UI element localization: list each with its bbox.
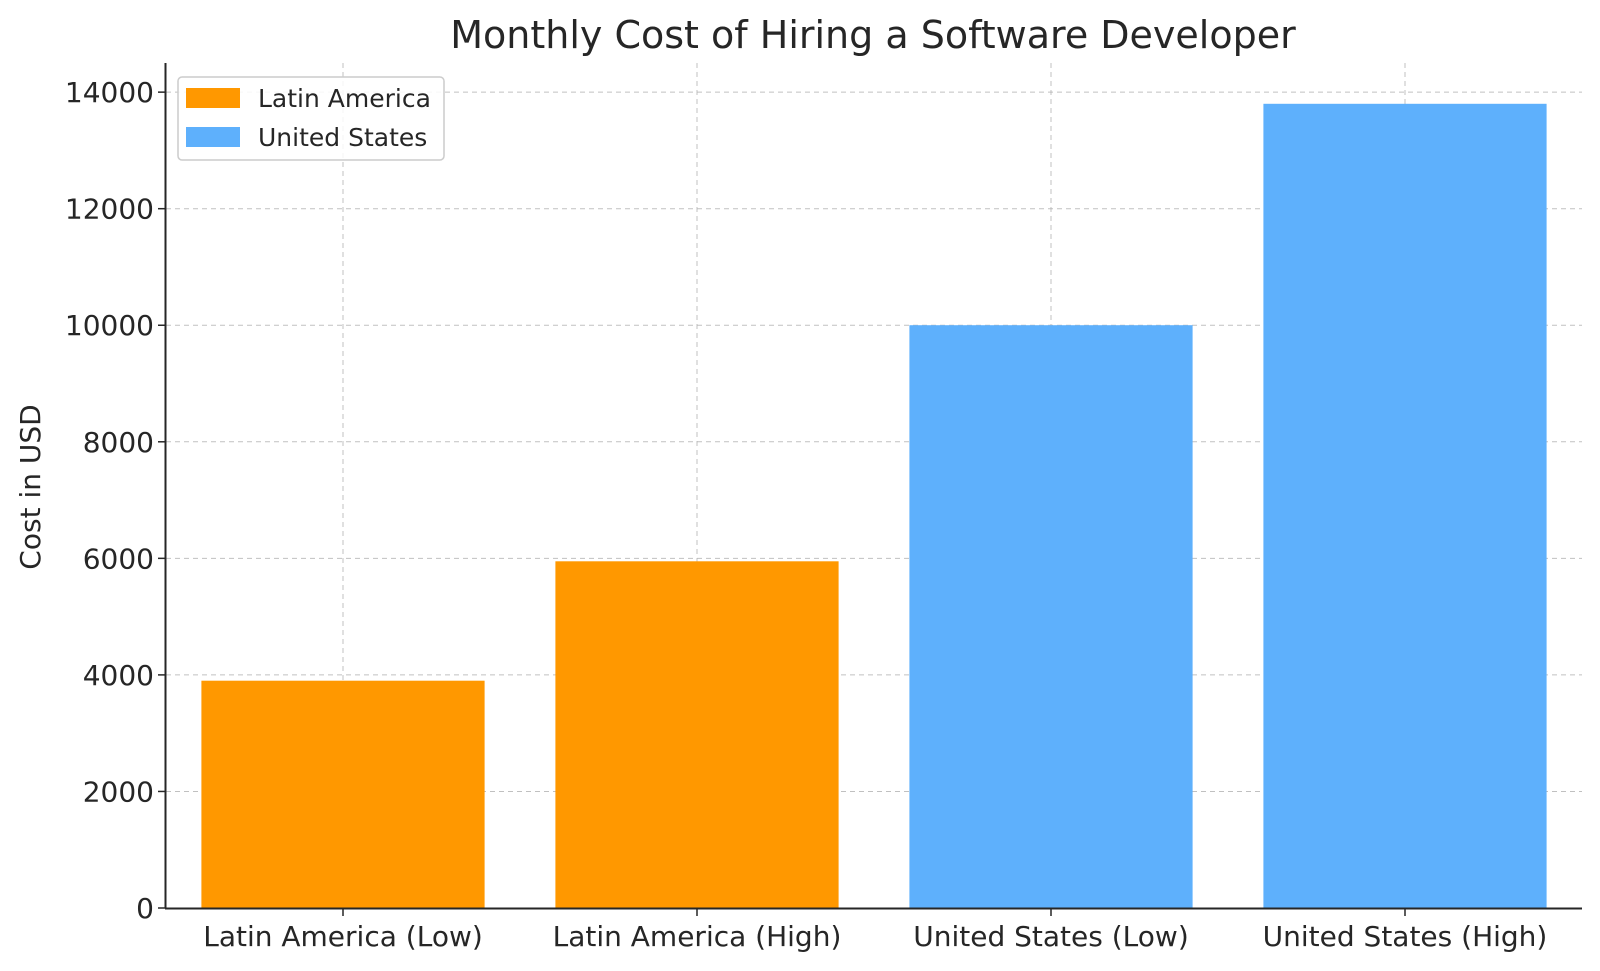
bar-3	[1263, 103, 1547, 909]
y-tick-label: 2000	[83, 775, 154, 808]
y-tick-label: 8000	[83, 426, 154, 459]
y-tick-label: 4000	[83, 659, 154, 692]
bar-2	[909, 325, 1193, 908]
y-tick-label: 0	[136, 892, 154, 925]
legend: Latin America United States	[177, 76, 445, 161]
x-tick-label: Latin America (High)	[553, 920, 842, 953]
y-tick-label: 12000	[65, 193, 154, 226]
bar-layer	[201, 103, 1547, 909]
y-axis-title: Cost in USD	[14, 404, 47, 569]
x-tick-label: Latin America (Low)	[203, 920, 483, 953]
y-tick-label: 6000	[83, 542, 154, 575]
y-tick-layer: 0 2000 4000 6000 8000 10000 12000 14000	[65, 76, 166, 925]
x-tick-layer: Latin America (Low) Latin America (High) U…	[203, 908, 1547, 953]
chart-title: Monthly Cost of Hiring a Software Develo…	[450, 13, 1296, 57]
y-tick-label: 10000	[65, 309, 154, 342]
y-tick-label: 14000	[65, 76, 154, 109]
x-tick-label: United States (Low)	[913, 920, 1189, 953]
bar-0	[201, 680, 485, 908]
legend-label-united-states: United States	[258, 123, 427, 152]
legend-box	[177, 76, 445, 161]
legend-label-latin-america: Latin America	[258, 84, 431, 113]
bar-1	[555, 561, 839, 908]
axis-layer	[164, 63, 1582, 910]
legend-swatch-united-states	[186, 127, 240, 147]
x-tick-label: United States (High)	[1263, 920, 1548, 953]
legend-swatch-latin-america	[186, 88, 240, 108]
